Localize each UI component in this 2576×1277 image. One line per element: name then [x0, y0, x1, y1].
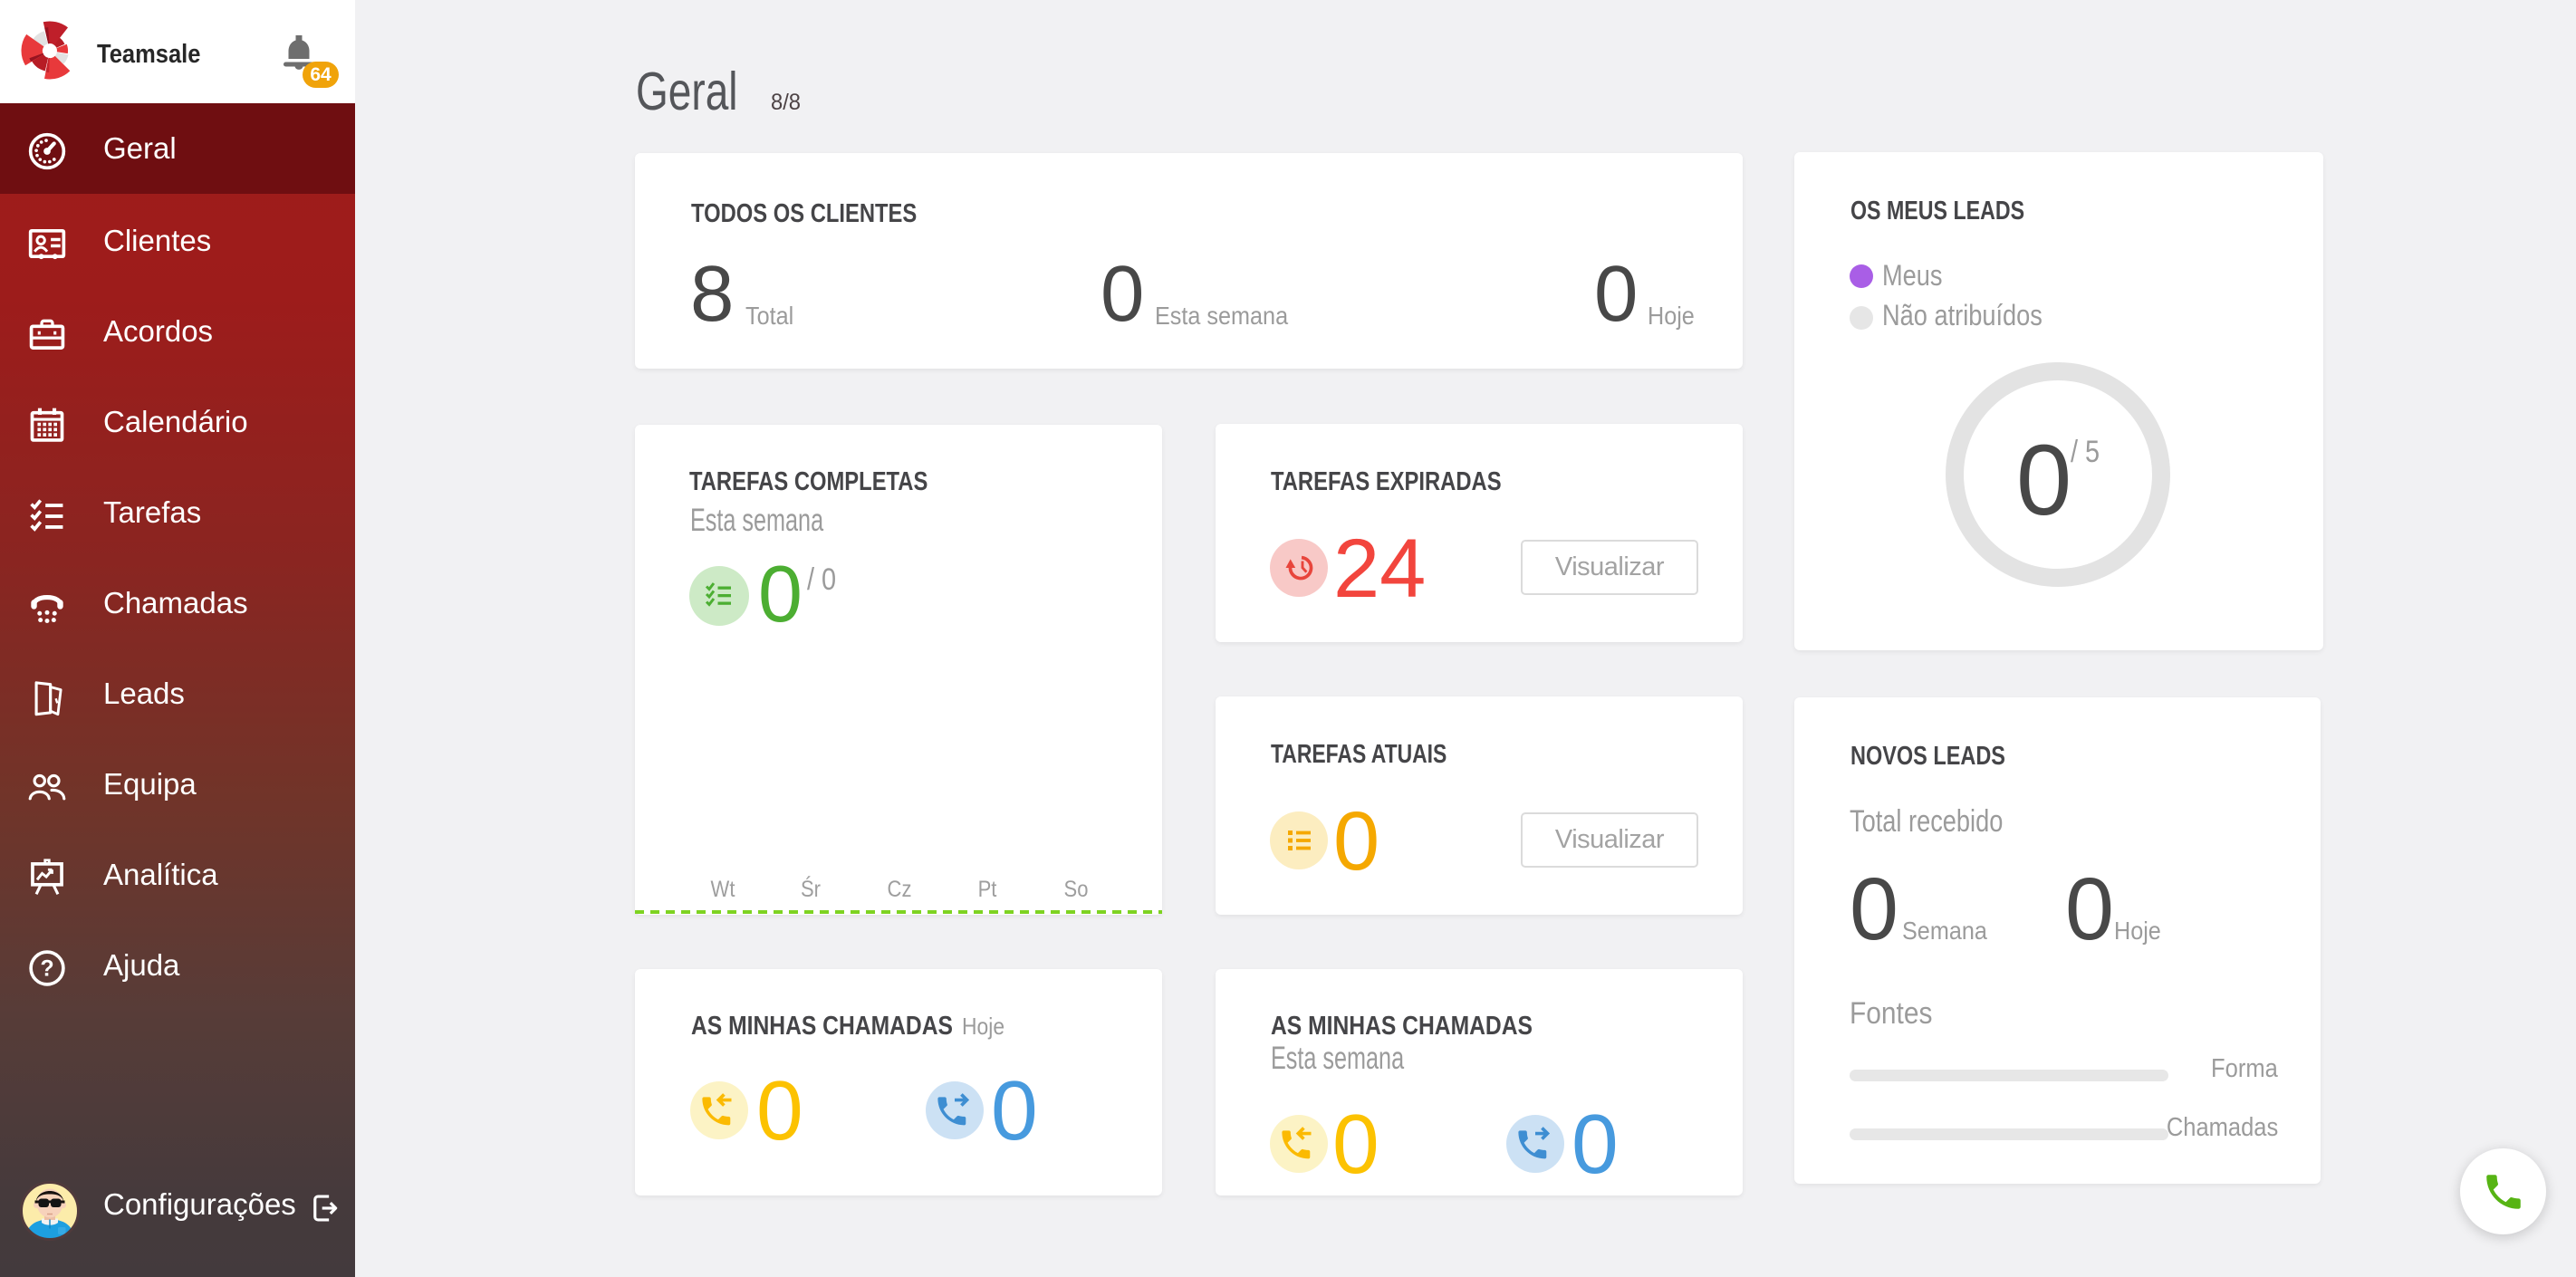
svg-text:?: ?	[40, 956, 53, 981]
